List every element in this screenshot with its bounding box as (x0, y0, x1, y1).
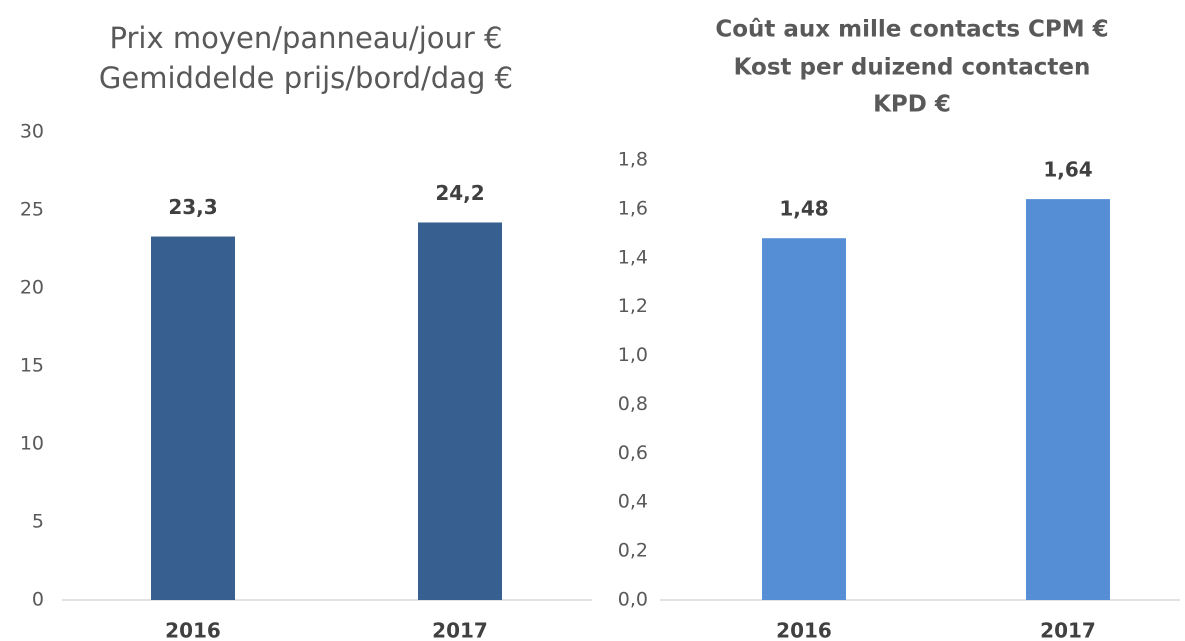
bar (762, 238, 846, 600)
data-label: 1,48 (779, 197, 828, 221)
y-tick-label: 0,2 (618, 540, 648, 562)
x-tick-label: 2016 (776, 619, 832, 641)
y-tick-label: 15 (20, 355, 44, 377)
data-label: 1,64 (1043, 158, 1092, 182)
y-tick-label: 10 (20, 433, 44, 455)
x-tick-label: 2016 (165, 619, 221, 641)
y-tick-label: 0 (32, 589, 44, 611)
data-label: 23,3 (168, 195, 217, 219)
y-tick-label: 1,2 (618, 295, 648, 317)
chart-title: Kost per duizend contacten (734, 55, 1091, 81)
y-tick-label: 0,4 (618, 491, 648, 513)
y-tick-label: 20 (20, 277, 44, 299)
y-tick-label: 0,0 (618, 589, 648, 611)
y-tick-label: 30 (20, 121, 44, 143)
y-tick-label: 1,4 (618, 246, 648, 268)
y-tick-label: 1,8 (618, 149, 648, 171)
chart-title: Gemiddelde prijs/bord/dag € (99, 61, 513, 95)
chart-title: KPD € (873, 92, 951, 118)
bar (1026, 199, 1110, 600)
y-tick-label: 1,0 (618, 344, 648, 366)
y-tick-label: 25 (20, 199, 44, 221)
x-tick-label: 2017 (432, 619, 488, 641)
data-label: 24,2 (435, 181, 484, 205)
y-tick-label: 0,6 (618, 442, 648, 464)
x-tick-label: 2017 (1040, 619, 1096, 641)
y-tick-label: 0,8 (618, 393, 648, 415)
bar (418, 222, 502, 601)
chart-title: Prix moyen/panneau/jour € (110, 21, 503, 55)
bar (151, 236, 235, 600)
y-tick-label: 1,6 (618, 197, 648, 219)
y-tick-label: 5 (32, 511, 44, 533)
chart-title: Coût aux mille contacts CPM € (715, 17, 1108, 43)
